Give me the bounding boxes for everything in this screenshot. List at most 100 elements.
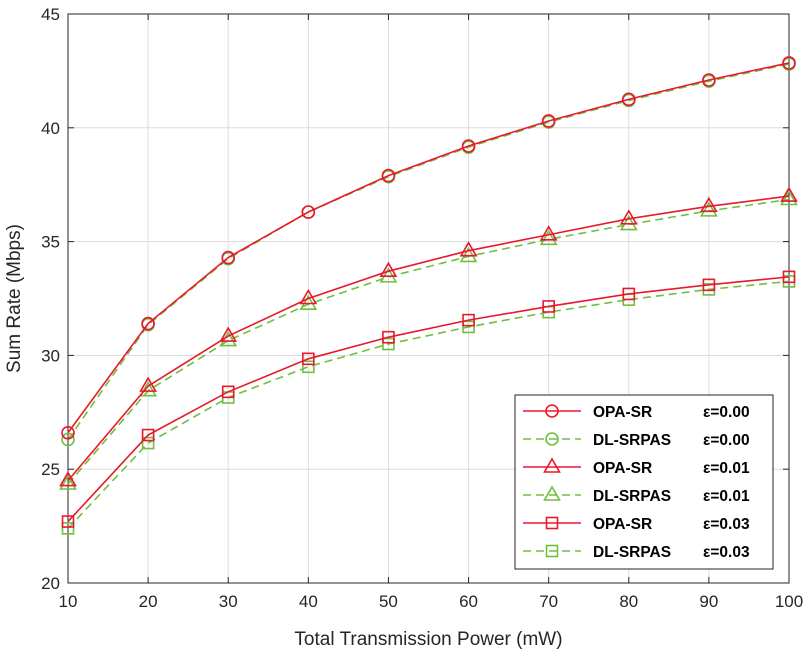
triangle-marker — [619, 209, 638, 225]
series-opa-sr-0 — [61, 56, 796, 440]
square-marker — [462, 313, 475, 327]
y-tick-label: 20 — [41, 574, 60, 593]
circle-marker — [782, 56, 796, 70]
y-tick-label: 40 — [41, 119, 60, 138]
legend-epsilon: ε=0.01 — [703, 488, 750, 505]
y-tick-label: 25 — [41, 460, 60, 479]
legend-series-name: DL-SRPAS — [593, 432, 671, 449]
legend-epsilon: ε=0.03 — [703, 544, 750, 561]
x-tick-label: 40 — [299, 592, 318, 611]
legend-series-name: OPA-SR — [593, 404, 652, 421]
square-marker — [61, 522, 75, 535]
x-axis-title: Total Transmission Power (mW) — [294, 629, 562, 650]
legend-entry: DL-SRPAS ε=0.01 — [523, 485, 750, 505]
triangle-marker — [59, 474, 77, 490]
circle-marker — [381, 168, 396, 183]
circle-marker — [545, 432, 559, 446]
x-tick-label: 90 — [699, 592, 718, 611]
square-marker — [382, 337, 395, 351]
triangle-marker — [379, 267, 398, 283]
square-marker — [302, 352, 315, 366]
circle-marker — [621, 92, 636, 107]
legend-box — [514, 394, 774, 570]
x-tick-label: 20 — [139, 592, 158, 611]
legend-entry: OPA-SR ε=0.00 — [523, 404, 750, 421]
square-marker — [302, 360, 315, 374]
legend-epsilon: ε=0.03 — [703, 516, 750, 533]
y-tick-label: 45 — [41, 5, 60, 24]
triangle-marker — [780, 189, 798, 206]
triangle-marker — [459, 241, 478, 257]
series-line — [67, 63, 790, 441]
square-marker — [702, 278, 716, 292]
circle-marker — [61, 425, 75, 440]
triangle-marker — [139, 381, 157, 397]
square-marker — [141, 436, 155, 450]
square-marker — [542, 300, 555, 313]
x-tick-label: 30 — [219, 592, 238, 611]
triangle-marker — [379, 261, 398, 277]
series-layer — [59, 56, 798, 535]
square-marker — [61, 515, 75, 528]
x-tick-label: 80 — [619, 592, 638, 611]
triangle-marker — [139, 376, 157, 392]
circle-marker — [702, 73, 716, 87]
y-tick-label: 30 — [41, 346, 60, 365]
triangle-marker — [539, 225, 558, 241]
legend-entry: OPA-SR ε=0.03 — [523, 516, 750, 533]
circle-marker — [61, 432, 75, 447]
series-line — [67, 198, 790, 485]
x-tick-label: 60 — [459, 592, 478, 611]
triangle-marker — [543, 457, 561, 473]
legend-entry: DL-SRPAS ε=0.00 — [523, 432, 750, 449]
series-opa-sr-2 — [59, 186, 798, 487]
y-axis-title: Sum Rate (Mbps) — [4, 224, 25, 373]
square-marker — [221, 385, 235, 399]
legend-epsilon: ε=0.00 — [703, 404, 750, 421]
x-tick-label: 10 — [59, 592, 78, 611]
square-marker — [545, 544, 559, 558]
circle-marker — [541, 114, 556, 128]
series-line — [67, 280, 790, 529]
x-tick-label: 50 — [379, 592, 398, 611]
circle-marker — [301, 205, 316, 219]
legend-entry: OPA-SR ε=0.01 — [523, 457, 750, 477]
legend-series-name: OPA-SR — [593, 516, 652, 533]
square-marker — [622, 287, 636, 301]
triangle-marker — [700, 201, 718, 217]
circle-marker — [141, 316, 155, 331]
series-line — [67, 62, 790, 434]
series-dl-srpas-3 — [59, 189, 798, 490]
triangle-marker — [299, 294, 318, 310]
y-tick-label: 35 — [41, 233, 60, 252]
circle-marker — [545, 404, 559, 418]
triangle-marker — [619, 214, 638, 231]
legend-series-name: DL-SRPAS — [593, 544, 671, 561]
triangle-marker — [219, 326, 238, 342]
series-opa-sr-4 — [61, 270, 796, 528]
triangle-marker — [299, 288, 318, 305]
series-line — [67, 195, 790, 482]
circle-marker — [221, 250, 236, 265]
triangle-marker — [543, 485, 561, 501]
circle-marker — [461, 139, 476, 153]
x-tick-label: 70 — [539, 592, 558, 611]
square-marker — [782, 270, 796, 284]
plot-area — [67, 13, 790, 584]
x-tick-label: 100 — [775, 592, 803, 611]
square-marker — [462, 320, 475, 334]
triangle-marker — [539, 229, 558, 246]
triangle-marker — [459, 246, 478, 263]
legend-entry: DL-SRPAS ε=0.03 — [523, 544, 750, 561]
legend-epsilon: ε=0.01 — [703, 460, 750, 477]
legend-series-name: DL-SRPAS — [593, 488, 671, 505]
legend-epsilon: ε=0.00 — [703, 432, 750, 449]
series-line — [67, 276, 790, 523]
legend-series-name: OPA-SR — [593, 460, 652, 477]
square-marker — [141, 428, 155, 442]
square-marker — [545, 516, 559, 530]
triangle-marker — [700, 196, 718, 213]
